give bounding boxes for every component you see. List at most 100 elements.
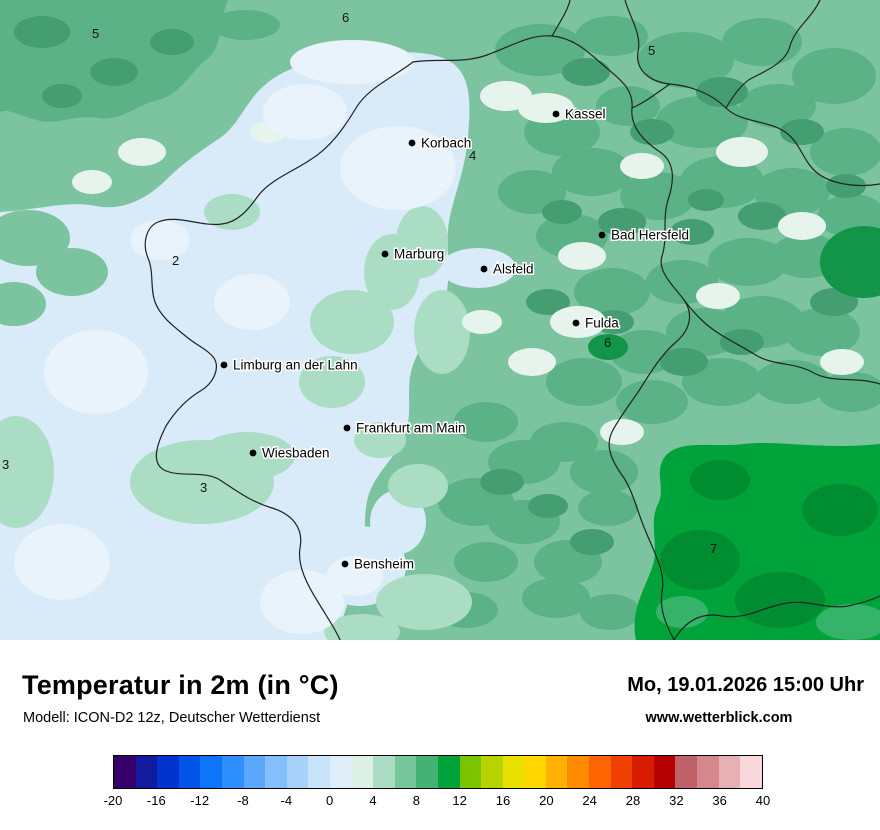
- legend-segment: [114, 756, 136, 788]
- legend-segment: [178, 756, 201, 788]
- border-northeast-branch: [725, 0, 821, 109]
- state-borders: [144, 0, 880, 640]
- legend-segment: [416, 756, 438, 788]
- city-dot-icon: [552, 110, 560, 118]
- legend-segment: [459, 756, 482, 788]
- city-label: Bad Hersfeld: [611, 228, 689, 243]
- city-marker: Bad Hersfeld: [598, 226, 691, 244]
- legend-tick-label: -20: [103, 793, 123, 808]
- legend-segment: [329, 756, 352, 788]
- temperature-labels-layer: 5 6 5 4 2 6 3 3 7: [2, 10, 717, 556]
- legend-segment: [243, 756, 266, 788]
- legend-tick-label: 4: [369, 793, 377, 808]
- legend-segment: [481, 756, 503, 788]
- legend-tick-label: 12: [452, 793, 467, 808]
- left-green-patches: [0, 210, 108, 326]
- legend-tick-label: -4: [280, 793, 293, 808]
- temperature-value-label: 5: [648, 43, 655, 58]
- temperature-value-label: 2: [172, 253, 179, 268]
- temperature-map: 5 6 5 4 2 6 3 3 7 Kassel Korbach Bad Hersfeld Marbu…: [0, 0, 880, 640]
- footer-right-column: Mo, 19.01.2026 15:00 Uhr www.wetterblick…: [574, 674, 864, 726]
- city-dot-icon: [480, 265, 488, 273]
- legend-segment: [589, 756, 611, 788]
- border-north-stub: [551, 0, 571, 37]
- legend-segment: [221, 756, 244, 788]
- legend-tick-label: 0: [326, 793, 334, 808]
- temperature-value-label: 5: [92, 26, 99, 41]
- legend-tick-label: -8: [237, 793, 249, 808]
- city-label: Frankfurt am Main: [356, 421, 466, 436]
- legend-segment: [351, 756, 374, 788]
- legend-tick-label: 24: [582, 793, 597, 808]
- city-marker: Korbach: [408, 134, 473, 152]
- city-dot-icon: [220, 361, 228, 369]
- city-dot-icon: [381, 250, 389, 258]
- temperature-legend: -20 -16 -12 -8 -4 0 4 8 12 16 20 24 28 32 36 40: [104, 755, 771, 811]
- legend-segment: [157, 756, 179, 788]
- border-east-middle: [683, 299, 880, 385]
- legend-segment: [632, 756, 654, 788]
- legend-segment: [653, 756, 676, 788]
- city-marker: Frankfurt am Main: [343, 419, 467, 437]
- legend-color-bar: [113, 755, 763, 789]
- legend-tick-label: 32: [669, 793, 684, 808]
- border-hessen-west: [144, 61, 414, 640]
- temperature-value-label: 6: [342, 10, 349, 25]
- temperature-value-label: 6: [604, 335, 611, 350]
- legend-segment: [200, 756, 222, 788]
- city-label: Marburg: [394, 247, 444, 262]
- city-dot-icon: [249, 449, 257, 457]
- temperature-value-label: 3: [2, 457, 9, 472]
- website-url: www.wetterblick.com: [645, 710, 793, 726]
- city-label: Kassel: [565, 107, 606, 122]
- legend-segment: [286, 756, 309, 788]
- city-dot-icon: [408, 139, 416, 147]
- legend-segment: [740, 756, 762, 788]
- legend-segment: [567, 756, 590, 788]
- white-patches: [72, 81, 864, 445]
- city-marker: Wiesbaden: [249, 444, 331, 462]
- deep-green-spots: [14, 16, 866, 555]
- city-dot-icon: [572, 319, 580, 327]
- legend-segment: [524, 756, 546, 788]
- legend-tick-label: 16: [495, 793, 511, 808]
- dark-green-patches: [0, 0, 880, 630]
- city-label: Wiesbaden: [262, 446, 330, 461]
- legend-segment: [437, 756, 460, 788]
- legend-tick-label: -12: [190, 793, 210, 808]
- city-label: Alsfeld: [493, 262, 534, 277]
- legend-tick-row: -20 -16 -12 -8 -4 0 4 8 12 16 20 24 28 32 36 40: [104, 793, 771, 811]
- edge-green-patches: [588, 226, 880, 360]
- page-title: Temperatur in 2m (in °C): [22, 670, 339, 700]
- city-marker: Limburg an der Lahn: [220, 356, 359, 374]
- legend-segment: [308, 756, 330, 788]
- border-hessen-east: [412, 35, 691, 640]
- temperature-value-label: 4: [469, 148, 476, 163]
- temperature-value-label: 7: [710, 541, 717, 556]
- model-info: Modell: ICON-D2 12z, Deutscher Wetterdie…: [23, 710, 321, 726]
- city-label: Bensheim: [354, 557, 414, 572]
- city-marker: Alsfeld: [480, 260, 535, 278]
- legend-tick-label: 8: [412, 793, 420, 808]
- city-label: Korbach: [421, 136, 471, 151]
- city-marker: Bensheim: [341, 555, 416, 573]
- forecast-datetime: Mo, 19.01.2026 15:00 Uhr: [627, 674, 864, 696]
- city-markers-layer: Kassel Korbach Bad Hersfeld Marburg Alsfeld F…: [220, 105, 691, 573]
- bright-green-dark-spots: [660, 460, 878, 628]
- legend-segment: [265, 756, 287, 788]
- temperature-value-label: 3: [200, 480, 207, 495]
- city-marker: Kassel: [552, 105, 607, 123]
- bright-green-light-spots: [656, 596, 880, 640]
- legend-tick-label: -16: [146, 793, 166, 808]
- legend-segment: [502, 756, 525, 788]
- legend-segment: [675, 756, 698, 788]
- legend-segment: [373, 756, 395, 788]
- legend-tick-label: 20: [539, 793, 554, 808]
- pale-green-patches: [0, 194, 472, 640]
- legend-segment: [610, 756, 633, 788]
- legend-segment: [697, 756, 719, 788]
- legend-tick-label: 40: [755, 793, 771, 808]
- pale-blue-patches: [14, 40, 456, 634]
- legend-segment: [394, 756, 417, 788]
